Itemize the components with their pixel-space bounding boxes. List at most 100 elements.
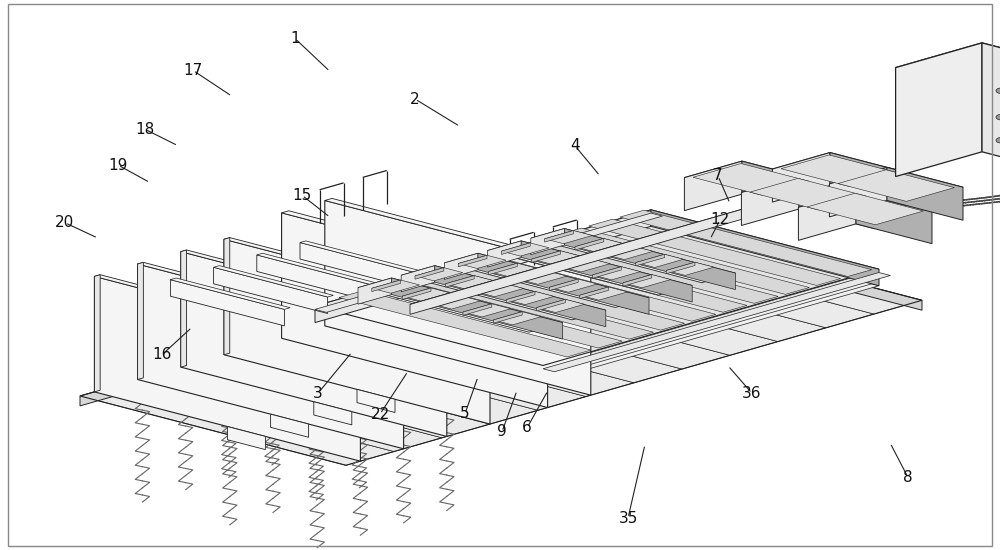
Polygon shape xyxy=(464,255,716,321)
Polygon shape xyxy=(526,237,778,303)
Polygon shape xyxy=(410,208,761,309)
Polygon shape xyxy=(224,341,538,424)
Polygon shape xyxy=(488,241,692,295)
Polygon shape xyxy=(282,211,555,282)
Polygon shape xyxy=(315,213,662,312)
Polygon shape xyxy=(537,299,584,312)
Polygon shape xyxy=(463,304,511,317)
Polygon shape xyxy=(623,274,671,288)
Polygon shape xyxy=(445,276,493,289)
Polygon shape xyxy=(666,262,695,274)
Polygon shape xyxy=(315,211,879,366)
Polygon shape xyxy=(684,161,818,197)
Polygon shape xyxy=(830,152,906,205)
Polygon shape xyxy=(557,228,809,294)
Polygon shape xyxy=(94,274,100,392)
Polygon shape xyxy=(433,296,480,309)
Polygon shape xyxy=(521,241,692,302)
Polygon shape xyxy=(444,253,478,279)
Polygon shape xyxy=(257,255,371,301)
Polygon shape xyxy=(506,292,535,303)
Polygon shape xyxy=(519,271,567,284)
Polygon shape xyxy=(315,218,879,374)
Polygon shape xyxy=(463,304,492,315)
Polygon shape xyxy=(531,229,564,255)
Polygon shape xyxy=(489,263,517,275)
Text: 35: 35 xyxy=(618,510,638,526)
Polygon shape xyxy=(580,287,628,300)
Polygon shape xyxy=(605,246,634,258)
Polygon shape xyxy=(358,278,563,332)
Polygon shape xyxy=(829,167,887,217)
Polygon shape xyxy=(636,254,684,267)
Polygon shape xyxy=(138,262,143,379)
Polygon shape xyxy=(444,253,649,307)
Text: 4: 4 xyxy=(570,138,580,153)
Polygon shape xyxy=(401,266,435,292)
Polygon shape xyxy=(80,382,394,465)
Polygon shape xyxy=(314,402,352,425)
Polygon shape xyxy=(838,170,954,201)
Circle shape xyxy=(996,114,1000,120)
Polygon shape xyxy=(392,278,563,339)
Polygon shape xyxy=(537,299,565,311)
Polygon shape xyxy=(593,267,640,280)
Polygon shape xyxy=(138,262,409,333)
Text: 15: 15 xyxy=(292,188,312,203)
Polygon shape xyxy=(370,282,622,348)
Text: 5: 5 xyxy=(460,406,470,421)
Polygon shape xyxy=(300,241,420,272)
Polygon shape xyxy=(416,286,730,369)
Polygon shape xyxy=(580,287,609,299)
Polygon shape xyxy=(339,290,591,357)
Text: 20: 20 xyxy=(55,215,75,230)
Polygon shape xyxy=(493,312,541,325)
Polygon shape xyxy=(741,176,799,226)
Polygon shape xyxy=(493,312,522,323)
Polygon shape xyxy=(887,167,963,220)
Text: 2: 2 xyxy=(410,91,420,107)
Polygon shape xyxy=(315,214,879,370)
Polygon shape xyxy=(543,272,890,372)
Polygon shape xyxy=(798,191,856,240)
Polygon shape xyxy=(415,268,444,279)
Polygon shape xyxy=(549,279,578,290)
Polygon shape xyxy=(372,280,420,293)
Polygon shape xyxy=(357,389,395,412)
Polygon shape xyxy=(488,241,521,267)
Polygon shape xyxy=(402,288,431,300)
Polygon shape xyxy=(325,199,598,270)
Polygon shape xyxy=(128,368,442,452)
Polygon shape xyxy=(896,43,1000,117)
Polygon shape xyxy=(589,219,841,285)
Polygon shape xyxy=(224,239,490,424)
Polygon shape xyxy=(651,210,879,285)
Polygon shape xyxy=(372,280,401,292)
Text: 36: 36 xyxy=(742,386,762,401)
Polygon shape xyxy=(181,250,453,321)
Polygon shape xyxy=(489,263,536,277)
Polygon shape xyxy=(684,161,742,211)
Polygon shape xyxy=(464,272,778,355)
Polygon shape xyxy=(402,288,450,301)
Text: 12: 12 xyxy=(710,212,730,228)
Polygon shape xyxy=(532,251,561,262)
Polygon shape xyxy=(495,246,747,312)
Text: 17: 17 xyxy=(183,63,203,78)
Polygon shape xyxy=(741,176,875,212)
Polygon shape xyxy=(807,193,923,225)
Polygon shape xyxy=(772,152,906,189)
Polygon shape xyxy=(829,167,963,204)
Circle shape xyxy=(996,138,1000,143)
Polygon shape xyxy=(750,178,866,210)
Polygon shape xyxy=(138,264,404,449)
Polygon shape xyxy=(742,161,818,214)
Polygon shape xyxy=(799,176,875,229)
Polygon shape xyxy=(506,292,554,305)
Text: 9: 9 xyxy=(497,424,507,439)
Polygon shape xyxy=(80,231,656,406)
Polygon shape xyxy=(620,210,872,277)
Text: 8: 8 xyxy=(903,470,913,485)
Polygon shape xyxy=(435,266,606,327)
Polygon shape xyxy=(224,238,496,309)
